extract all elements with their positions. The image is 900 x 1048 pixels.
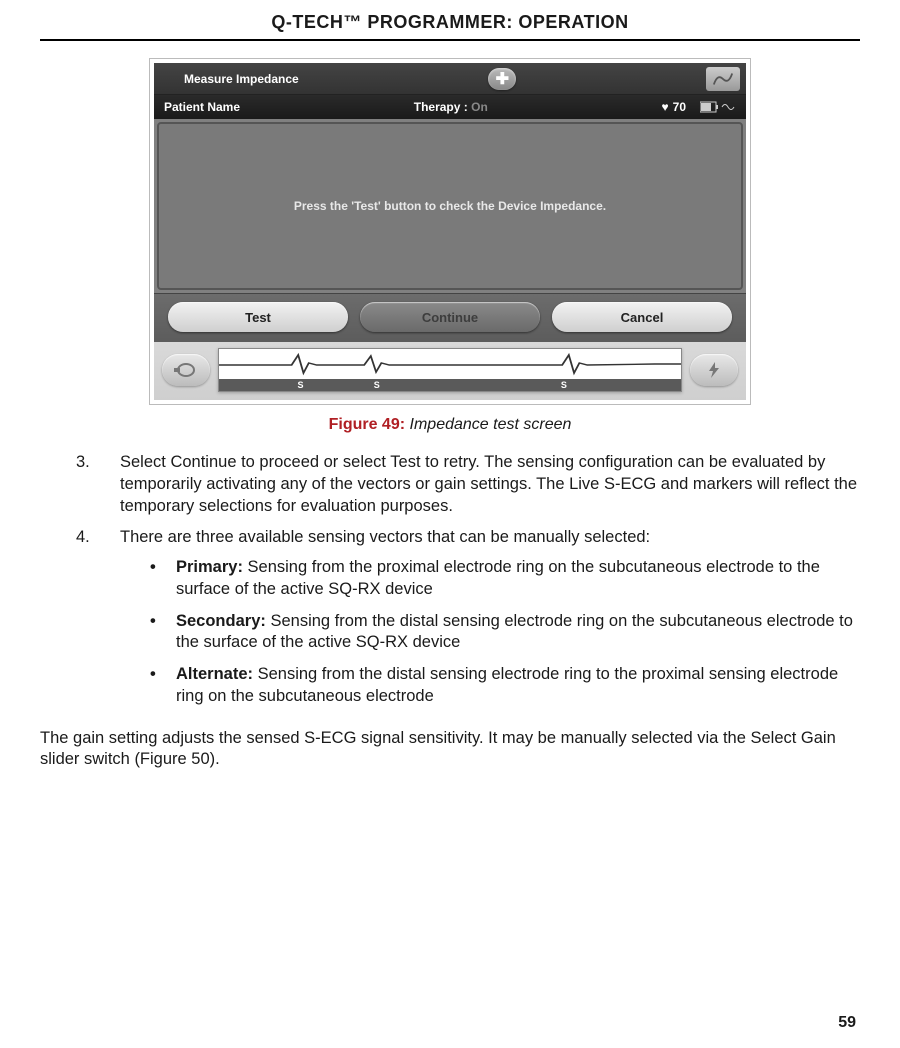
step-3-text: Select Continue to proceed or select Tes… <box>120 452 860 517</box>
figure-text: Impedance test screen <box>410 416 572 433</box>
step-3-number: 3. <box>76 452 120 517</box>
closing-paragraph: The gain setting adjusts the sensed S-EC… <box>40 728 860 772</box>
heart-rate: ♥ 70 <box>662 100 686 114</box>
ecg-strip: S S S <box>218 348 682 392</box>
page-number: 59 <box>838 1014 856 1032</box>
wand-icon[interactable] <box>706 67 740 91</box>
step-4-text: There are three available sensing vector… <box>120 528 650 546</box>
shock-icon[interactable] <box>690 354 738 386</box>
impedance-screenshot: Measure Impedance ✚ Patient Name Therapy… <box>150 59 750 404</box>
main-instruction: Press the 'Test' button to check the Dev… <box>294 199 606 213</box>
screenshot-topbar: Measure Impedance ✚ <box>154 63 746 95</box>
figure-caption: Figure 49: Impedance test screen <box>40 416 860 434</box>
marker-s-1: S <box>374 380 380 390</box>
ecg-trace <box>219 355 681 373</box>
continue-button[interactable]: Continue <box>360 302 540 332</box>
bullet-primary: Primary: Sensing from the proximal elect… <box>150 557 860 601</box>
battery-telemetry-icon <box>700 101 736 113</box>
header-rule <box>40 39 860 41</box>
bullet-alternate: Alternate: Sensing from the distal sensi… <box>150 664 860 708</box>
ecg-markers: S S S <box>219 379 681 391</box>
screenshot-statusbar: Patient Name Therapy : On ♥ 70 <box>154 95 746 119</box>
heart-icon: ♥ <box>662 100 669 114</box>
topbar-title: Measure Impedance <box>184 72 299 86</box>
rescue-shock-icon[interactable]: ✚ <box>488 68 516 90</box>
step-4-number: 4. <box>76 527 120 717</box>
test-button[interactable]: Test <box>168 302 348 332</box>
screenshot-main-panel: Press the 'Test' button to check the Dev… <box>157 122 743 290</box>
patient-name-label: Patient Name <box>164 100 240 114</box>
figure-label: Figure 49: <box>329 416 405 433</box>
cancel-button[interactable]: Cancel <box>552 302 732 332</box>
screenshot-footer: S S S <box>154 342 746 400</box>
therapy-status: Therapy : On <box>248 100 653 114</box>
body-content: 3. Select Continue to proceed or select … <box>40 452 860 771</box>
screenshot-button-row: Test Continue Cancel <box>154 293 746 342</box>
marker-s-2: S <box>561 380 567 390</box>
section-header: Q-TECH™ PROGRAMMER: OPERATION <box>40 12 860 39</box>
capture-icon[interactable] <box>162 354 210 386</box>
marker-s-0: S <box>298 380 304 390</box>
bullet-secondary: Secondary: Sensing from the distal sensi… <box>150 611 860 655</box>
